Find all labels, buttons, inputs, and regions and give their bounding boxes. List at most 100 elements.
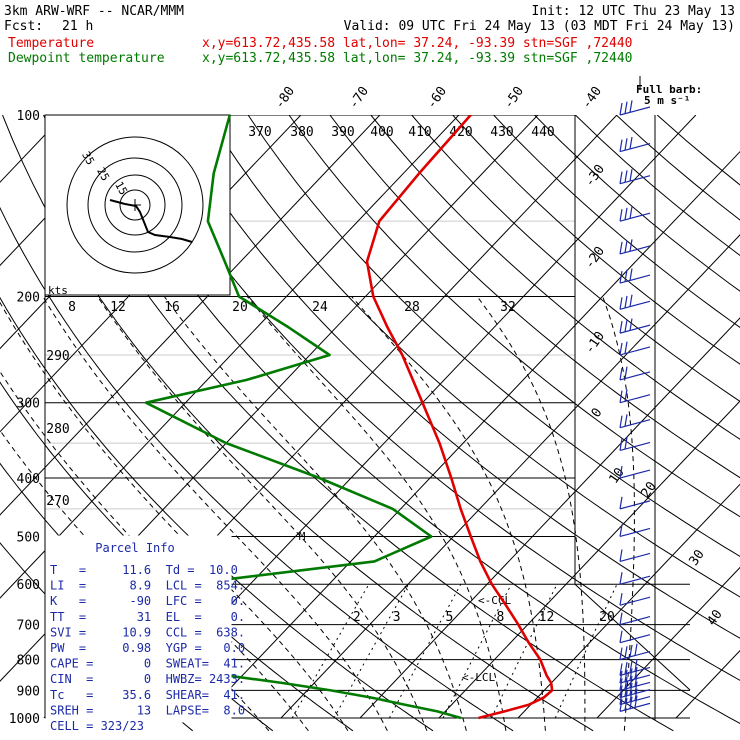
mixing-ratio-line — [291, 583, 370, 719]
isotherm-label: -80 — [272, 84, 298, 112]
parcel-info-row: TT = 31 EL = 0. — [50, 610, 245, 624]
init-time: Init: 12 UTC Thu 23 May 13 — [532, 4, 736, 19]
isotherm-label: -10 — [582, 329, 608, 357]
parcel-info-row: K = -90 LFC = 0. — [50, 594, 245, 608]
wind-barb — [619, 414, 651, 429]
parcel-info-row: SVI = 10.9 CCL = 638. — [50, 625, 245, 639]
isotherm-label: -40 — [579, 84, 605, 112]
forecast-hour: 21 h — [62, 19, 93, 34]
mixing-ratio-label: 8 — [497, 610, 505, 625]
wind-barb — [619, 268, 651, 284]
dry-adiabat-line — [2, 115, 594, 732]
isotherm-label: -70 — [346, 84, 372, 112]
wind-barb — [619, 318, 651, 334]
moist-adiabat-line — [42, 296, 388, 732]
melting-level-marker: M — [299, 530, 306, 543]
isotherm-line — [517, 483, 740, 719]
theta-label: 370 — [248, 125, 271, 140]
model-title: 3km ARW-WRF -- NCAR/MMM — [4, 4, 184, 19]
hodograph-ring-label: 15 — [112, 179, 130, 197]
dry-adiabat-line — [370, 115, 740, 440]
wind-barb — [619, 643, 651, 661]
parcel-info-row: LI = 8.9 LCL = 854. — [50, 579, 245, 593]
sounding-traces — [107, 115, 554, 720]
wind-barb — [619, 465, 651, 479]
parcel-info-row: PW = 0.98 YGP = 0.0 — [50, 641, 245, 655]
wind-barb — [619, 667, 651, 684]
wind-barb — [619, 524, 651, 538]
theta-label: 410 — [408, 125, 431, 140]
isotherm-line — [280, 234, 740, 719]
isotherm-label: 10 — [606, 465, 627, 486]
speed-scale-label: 12 — [110, 300, 126, 315]
moist-adiabat-line — [476, 296, 586, 731]
moist-adiabat-line — [0, 301, 349, 732]
hodograph-ring — [87, 157, 183, 253]
hodograph-ring-label: 35 — [79, 149, 97, 167]
mixing-ratio-line — [491, 583, 558, 719]
legend-temperature-label: Temperature — [8, 36, 94, 51]
hodograph-ring-label: 25 — [94, 165, 112, 183]
pressure-tick-label: 1000 — [9, 712, 40, 727]
wind-barb — [619, 593, 651, 606]
wind-barb — [619, 681, 651, 699]
hodograph-ring — [104, 174, 166, 236]
theta-label: 380 — [290, 125, 313, 140]
theta-label: 420 — [449, 125, 472, 140]
mixing-ratio-label: 5 — [445, 610, 453, 625]
isotherm-label: -60 — [424, 84, 450, 112]
legend-temperature-info: x,y=613.72,435.58 lat,lon= 37.24, -93.39… — [202, 36, 632, 51]
dry-adiabat-line — [329, 115, 740, 479]
wind-barb — [619, 688, 651, 706]
wind-barb — [619, 100, 651, 116]
moist-adiabat-line — [246, 296, 507, 731]
mixing-ratio-label: 2 — [353, 610, 361, 625]
theta-label: 270 — [46, 494, 69, 509]
wind-barb — [619, 341, 651, 356]
dry-adiabat-line — [411, 115, 740, 403]
mixing-ratio-label: 20 — [599, 610, 615, 625]
wind-barb — [619, 659, 651, 677]
mixing-ratio-label: 12 — [539, 610, 555, 625]
wind-barb — [619, 496, 651, 510]
parcel-info-row: CAPE = 0 SWEAT= 41. — [50, 657, 245, 671]
theta-label: 430 — [490, 125, 513, 140]
ccl-marker: <-CCL — [478, 594, 511, 607]
parcel-info-title: Parcel Info — [95, 541, 174, 555]
dry-adiabat-line — [493, 115, 740, 329]
moist-adiabat-line — [97, 296, 428, 731]
wind-scale-value: 5 m s⁻¹ — [644, 94, 690, 107]
wind-barb — [619, 612, 651, 626]
hodograph-trace — [109, 199, 193, 243]
dry-adiabat-line — [43, 115, 674, 732]
wind-barb — [619, 169, 651, 185]
hodograph-ring — [66, 136, 204, 274]
theta-label: 390 — [331, 125, 354, 140]
isotherm-line — [0, 115, 381, 516]
plot-frame-diagonal — [574, 583, 691, 691]
isotherm-label: -20 — [582, 244, 608, 272]
legend-dewpoint-label: Dewpoint temperature — [8, 51, 165, 66]
theta-label: 280 — [46, 422, 69, 437]
valid-time: Valid: 09 UTC Fri 24 May 13 (03 MDT Fri … — [344, 19, 735, 34]
moist-adiabat-line — [163, 296, 467, 731]
legend-dewpoint-info: x,y=613.72,435.58 lat,lon= 37.24, -93.39… — [202, 51, 632, 66]
isotherm-label: 40 — [704, 607, 725, 628]
theta-label: 440 — [531, 125, 554, 140]
wind-scale-title: Full barb: — [636, 83, 702, 96]
parcel-info-row: Tc = 35.6 SHEAR= 41. — [50, 688, 245, 702]
wind-barb — [619, 239, 651, 255]
pressure-tick-label: 700 — [17, 619, 40, 634]
pressure-tick-label: 500 — [17, 530, 40, 545]
theta-label: 290 — [46, 349, 69, 364]
speed-scale-label: 28 — [404, 300, 420, 315]
dry-adiabat-line — [247, 115, 740, 558]
isotherm-label: 20 — [638, 479, 659, 500]
parcel-info-panel: Parcel Info T = 11.6 Td = 10.0 LI = 8.9 LC… — [45, 535, 245, 733]
isotherm-label: 0 — [589, 405, 606, 420]
dry-adiabat-line — [288, 115, 740, 518]
dry-adiabat-line — [124, 115, 740, 681]
dry-adiabat-line — [206, 115, 740, 598]
pressure-tick-label: 900 — [17, 684, 40, 699]
